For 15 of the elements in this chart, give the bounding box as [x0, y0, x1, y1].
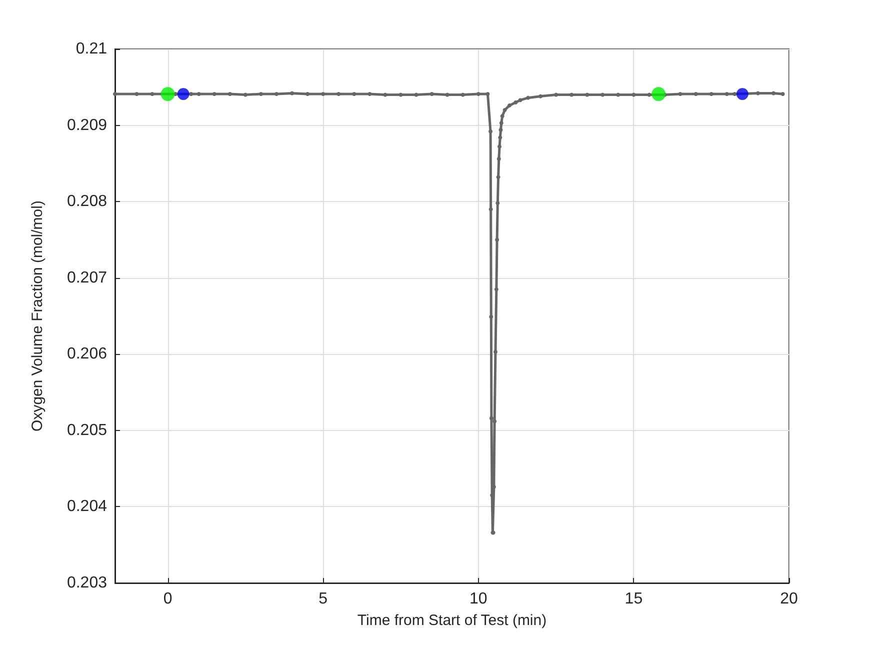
y-tick-label: 0.204	[66, 498, 108, 516]
y-tick-label: 0.209	[66, 116, 108, 134]
y-tick-label: 0.21	[76, 40, 108, 58]
y-tick-label: 0.207	[66, 269, 108, 286]
x-tick-label: 15	[624, 590, 643, 608]
y-tick-label: 0.208	[66, 193, 108, 210]
x-tick-label: 0	[163, 590, 172, 608]
x-tick-label: 5	[318, 590, 328, 608]
x-axis-title: Time from Start of Test (min)	[357, 612, 547, 629]
y-tick-label: 0.203	[66, 574, 108, 592]
x-tick-label: 10	[470, 590, 488, 608]
y-axis-title: Oxygen Volume Fraction (mol/mol)	[29, 200, 46, 432]
y-tick-label: 0.206	[66, 346, 108, 363]
y-tick-label: 0.205	[66, 422, 108, 439]
x-tick-label: 20	[780, 590, 798, 608]
